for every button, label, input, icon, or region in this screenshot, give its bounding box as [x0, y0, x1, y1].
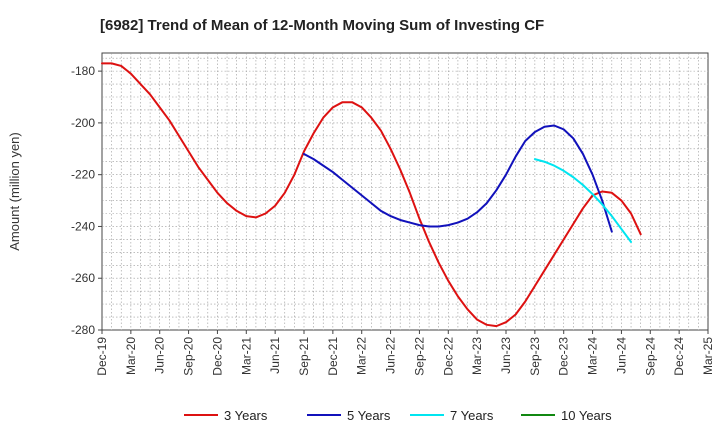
legend-label: 3 Years — [224, 408, 268, 423]
legend-label: 5 Years — [347, 408, 391, 423]
plot-area — [101, 52, 709, 331]
x-tick-label: Mar-22 — [355, 337, 369, 375]
y-tick-label: -200 — [71, 116, 95, 130]
x-tick-label: Mar-21 — [239, 337, 253, 375]
x-tick-label: Sep-21 — [297, 337, 311, 376]
y-tick-label: -220 — [71, 168, 95, 182]
x-tick-label: Dec-19 — [95, 337, 109, 376]
x-tick-label: Mar-20 — [124, 337, 138, 375]
legend-label: 7 Years — [450, 408, 494, 423]
x-axis-ticks: Dec-19 Mar-20 Jun-20 Sep-20 Dec-20 Mar-21 Jun-… — [95, 330, 715, 376]
chart-title: [6982] Trend of Mean of 12-Month Moving … — [100, 17, 544, 34]
y-axis-ticks: -180 -200 -220 -240 -260 -280 — [71, 64, 102, 337]
x-tick-label: Jun-21 — [268, 337, 282, 374]
x-tick-label: Dec-20 — [210, 337, 224, 376]
y-tick-label: -260 — [71, 271, 95, 285]
x-tick-label: Dec-24 — [672, 337, 686, 376]
x-tick-label: Sep-24 — [643, 337, 657, 376]
legend-label: 10 Years — [561, 408, 612, 423]
series-line-7-years — [533, 158, 633, 243]
x-tick-label: Dec-22 — [441, 337, 455, 376]
x-tick-label: Mar-25 — [701, 337, 715, 375]
y-tick-label: -240 — [71, 219, 95, 233]
x-tick-label: Jun-23 — [499, 337, 513, 374]
x-tick-label: Sep-20 — [182, 337, 196, 376]
grid-lines — [102, 53, 708, 330]
x-tick-label: Mar-23 — [470, 337, 484, 375]
x-tick-label: Sep-23 — [528, 337, 542, 376]
y-tick-label: -280 — [71, 323, 95, 337]
y-tick-label: -180 — [71, 64, 95, 78]
x-tick-label: Sep-22 — [412, 337, 426, 376]
series-line-3-years — [101, 62, 642, 328]
series-line-5-years — [303, 124, 613, 233]
series-lines — [101, 62, 642, 328]
x-tick-label: Jun-20 — [153, 337, 167, 374]
x-tick-label: Dec-23 — [557, 337, 571, 376]
x-tick-label: Mar-24 — [586, 337, 600, 375]
y-axis-label: Amount (million yen) — [7, 132, 22, 251]
legend: 3 Years 5 Years 7 Years 10 Years — [184, 408, 612, 423]
x-tick-label: Jun-22 — [384, 337, 398, 374]
x-tick-label: Jun-24 — [614, 337, 628, 374]
x-tick-label: Dec-21 — [326, 337, 340, 376]
